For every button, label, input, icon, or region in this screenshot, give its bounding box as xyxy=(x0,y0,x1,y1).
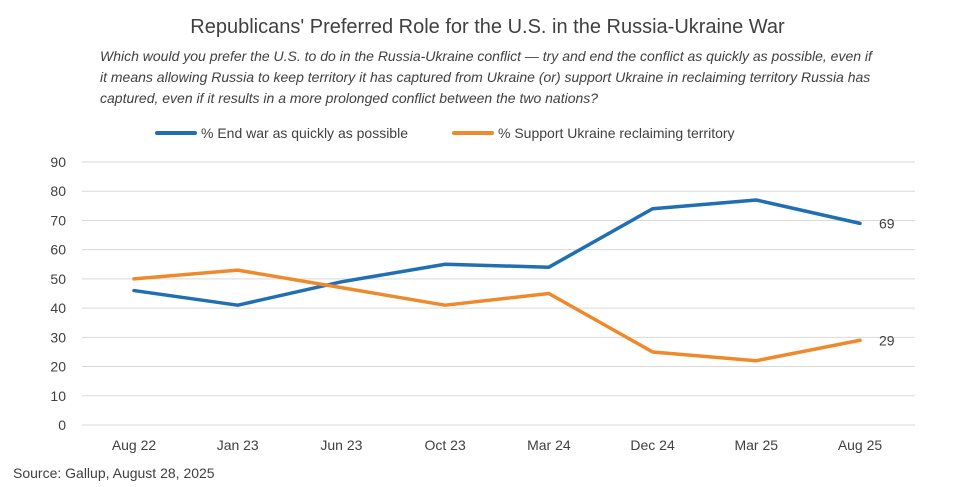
legend-label-end-war: % End war as quickly as possible xyxy=(201,125,408,141)
series-line-1 xyxy=(132,268,862,363)
series-line-0 xyxy=(132,198,862,307)
x-tick-label: Dec 24 xyxy=(630,437,675,453)
x-tick-label: Aug 22 xyxy=(112,437,157,453)
legend: % End war as quickly as possible % Suppo… xyxy=(155,124,779,142)
legend-item-end-war: % End war as quickly as possible xyxy=(155,125,408,141)
source-note: Source: Gallup, August 28, 2025 xyxy=(13,465,215,481)
y-tick-label-70: 70 xyxy=(50,212,66,228)
x-tick-label: Aug 25 xyxy=(838,437,883,453)
y-tick-label-40: 40 xyxy=(50,300,66,316)
y-tick-label-50: 50 xyxy=(50,271,66,287)
y-tick-label-30: 30 xyxy=(50,329,66,345)
legend-item-support-ukraine: % Support Ukraine reclaiming territory xyxy=(452,125,735,141)
x-tick-label: Mar 24 xyxy=(527,437,571,453)
legend-swatch-end-war xyxy=(155,131,197,135)
y-tick-label-90: 90 xyxy=(50,154,66,170)
chart-subtitle: Which would you prefer the U.S. to do in… xyxy=(100,48,872,106)
x-tick-label: Oct 23 xyxy=(425,437,466,453)
y-tick-label-0: 0 xyxy=(58,417,66,433)
legend-swatch-support-ukraine xyxy=(452,131,494,135)
end-label-series-0: 69 xyxy=(879,215,895,231)
y-tick-label-60: 60 xyxy=(50,242,66,258)
legend-label-support-ukraine: % Support Ukraine reclaiming territory xyxy=(498,125,735,141)
x-tick-label: Mar 25 xyxy=(734,437,778,453)
y-tick-label-10: 10 xyxy=(50,388,66,404)
end-label-series-1: 29 xyxy=(879,332,895,348)
x-tick-label: Jun 23 xyxy=(320,437,362,453)
chart-title: Republicans' Preferred Role for the U.S.… xyxy=(190,16,785,38)
y-tick-label-20: 20 xyxy=(50,359,66,375)
y-tick-label-80: 80 xyxy=(50,183,66,199)
x-tick-label: Jan 23 xyxy=(217,437,259,453)
